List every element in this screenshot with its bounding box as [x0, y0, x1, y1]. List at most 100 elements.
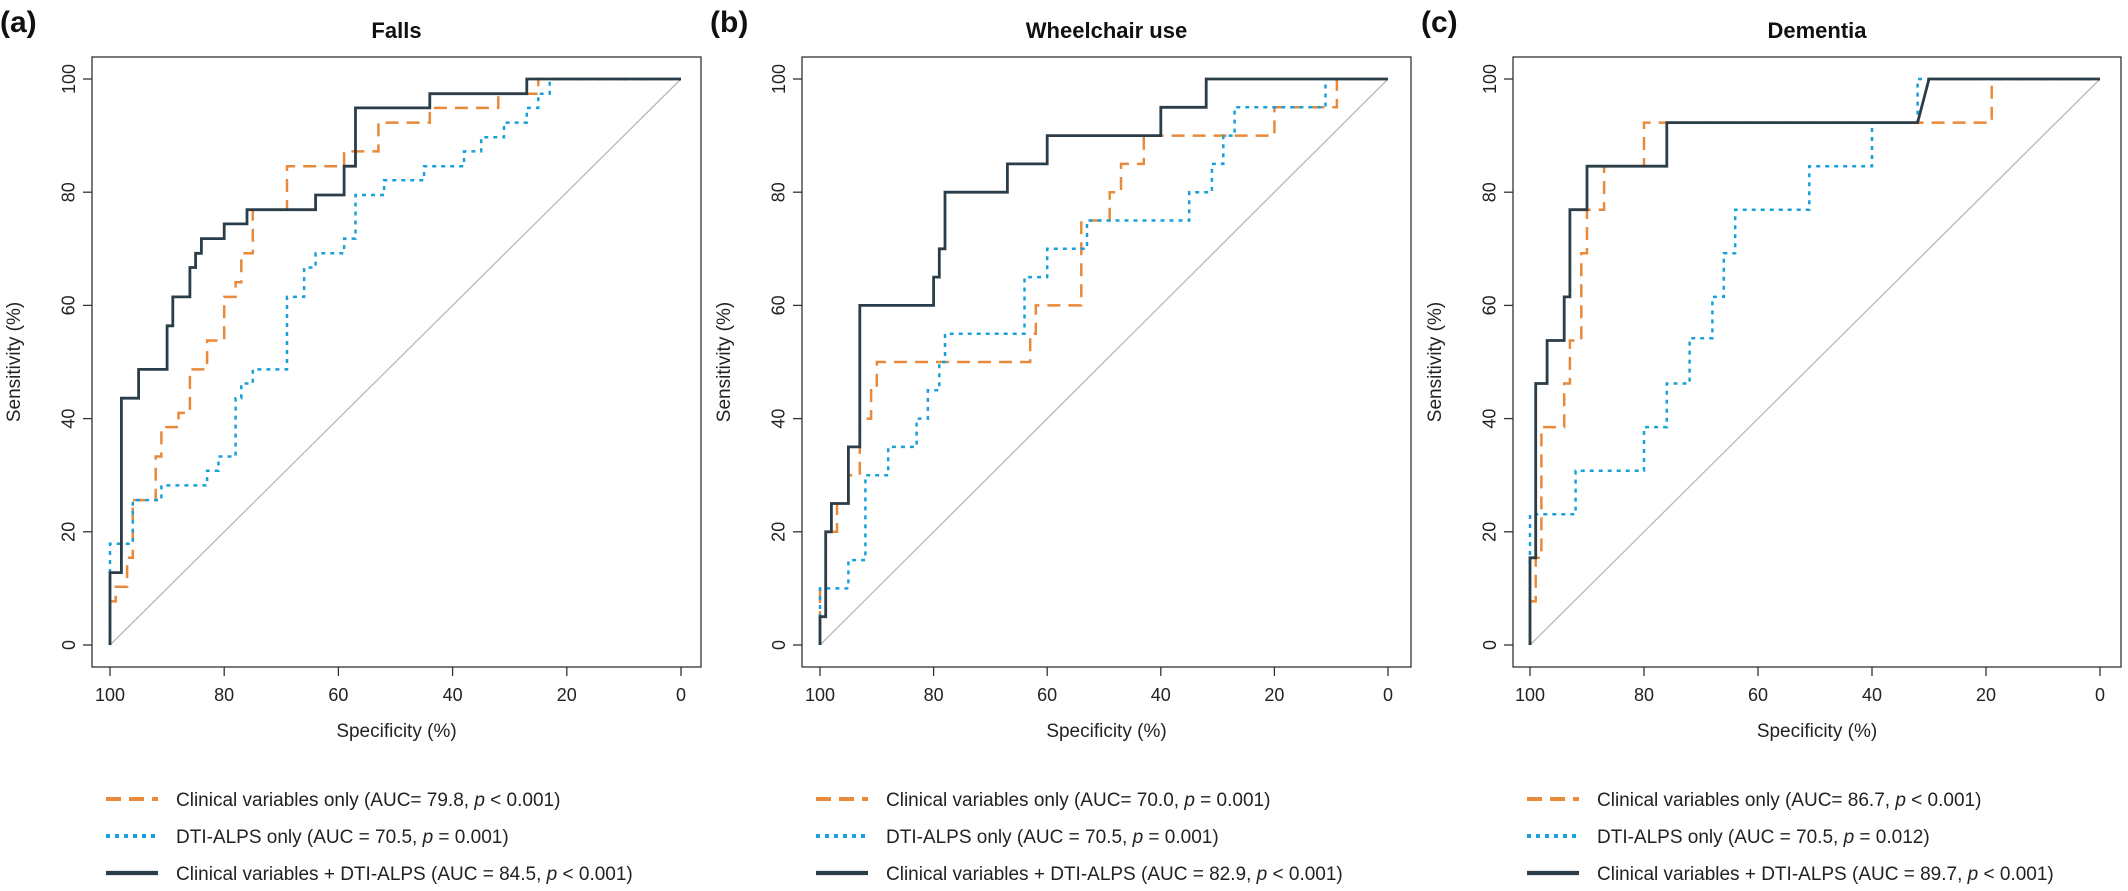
legend-p-symbol: p	[1132, 827, 1144, 848]
plot-frame	[801, 56, 1412, 668]
x-tick-label: 100	[805, 685, 835, 705]
panel-title: Dementia	[1767, 18, 1867, 43]
legend-entry: DTI-ALPS only (AUC = 70.5, p = 0.012)	[1597, 827, 1930, 848]
legend-text-prefix: Clinical variables + DTI-ALPS (AUC = 84.…	[176, 864, 547, 885]
x-tick-label: 60	[1748, 685, 1768, 705]
legend-p-symbol: p	[546, 864, 558, 885]
plot-frame	[91, 56, 702, 668]
legend-entry: Clinical variables + DTI-ALPS (AUC = 82.…	[886, 864, 1343, 885]
roc-curve-dotted	[108, 77, 681, 645]
legend-entry: Clinical variables + DTI-ALPS (AUC = 84.…	[176, 864, 633, 885]
panel-tag: (a)	[0, 6, 37, 39]
y-tick-label: 100	[769, 64, 789, 94]
legend-text-suffix: < 0.001)	[1906, 790, 1982, 811]
panel-title: Falls	[371, 18, 421, 43]
legend-entry: DTI-ALPS only (AUC = 70.5, p = 0.001)	[886, 827, 1219, 848]
plot-frame	[1512, 56, 2122, 668]
legend-entry: Clinical variables + DTI-ALPS (AUC = 89.…	[1597, 864, 2054, 885]
y-axis-label: Sensitivity (%)	[714, 302, 735, 422]
roc-curve-dotted	[818, 77, 1388, 645]
roc-curve-solid	[818, 77, 1388, 645]
y-tick-label: 0	[59, 640, 79, 650]
legend-text-suffix: < 0.001)	[1267, 864, 1343, 885]
y-tick-label: 40	[1480, 409, 1500, 429]
legend-text-prefix: DTI-ALPS only (AUC = 70.5,	[1597, 827, 1844, 848]
legend-text-suffix: = 0.001)	[433, 827, 509, 848]
legend-p-symbol: p	[473, 790, 485, 811]
panel-tag: (c)	[1421, 6, 1458, 39]
reference-diagonal	[109, 78, 682, 646]
y-tick-label: 80	[1480, 182, 1500, 202]
x-tick-label: 100	[95, 685, 125, 705]
roc-curve-solid	[1528, 77, 2100, 645]
roc-curve-solid	[108, 77, 681, 645]
legend-entry: Clinical variables only (AUC= 70.0, p = …	[886, 790, 1270, 811]
x-tick-label: 40	[1862, 685, 1882, 705]
y-tick-label: 100	[59, 64, 79, 94]
legend-p-symbol: p	[1967, 864, 1979, 885]
legend-text-suffix: = 0.001)	[1195, 790, 1271, 811]
legend-text-suffix: < 0.001)	[1978, 864, 2054, 885]
x-axis-label: Specificity (%)	[1046, 721, 1166, 742]
legend-p-symbol: p	[1894, 790, 1906, 811]
legend-text-prefix: Clinical variables + DTI-ALPS (AUC = 89.…	[1597, 864, 1968, 885]
x-tick-label: 0	[2095, 685, 2105, 705]
roc-curve-dashed	[1528, 77, 2100, 645]
legend-text-suffix: = 0.001)	[1143, 827, 1219, 848]
legend-entry: Clinical variables only (AUC= 86.7, p < …	[1597, 790, 1981, 811]
legend-text-suffix: = 0.012)	[1854, 827, 1930, 848]
x-tick-label: 60	[1037, 685, 1057, 705]
legend-text-prefix: Clinical variables only (AUC= 70.0,	[886, 790, 1184, 811]
legend-text-prefix: Clinical variables only (AUC= 86.7,	[1597, 790, 1895, 811]
legend-entry: Clinical variables only (AUC= 79.8, p < …	[176, 790, 560, 811]
legend-text-suffix: < 0.001)	[485, 790, 561, 811]
y-tick-label: 20	[769, 522, 789, 542]
panel-wheelchair-use: (b) Wheelchair use 100 100 80 80 60 60 40 40 20 20 0…	[710, 6, 1412, 885]
legend-entry: DTI-ALPS only (AUC = 70.5, p = 0.001)	[176, 827, 509, 848]
y-tick-label: 0	[769, 640, 789, 650]
legend-text-suffix: < 0.001)	[557, 864, 633, 885]
panel-title: Wheelchair use	[1026, 18, 1187, 43]
legend-text-prefix: Clinical variables only (AUC= 79.8,	[176, 790, 474, 811]
y-tick-label: 80	[769, 182, 789, 202]
x-tick-label: 0	[676, 685, 686, 705]
x-tick-label: 20	[1264, 685, 1284, 705]
y-tick-label: 80	[59, 182, 79, 202]
y-axis-label: Sensitivity (%)	[4, 302, 25, 422]
y-tick-label: 100	[1480, 64, 1500, 94]
legend-p-symbol: p	[1843, 827, 1855, 848]
legend-text-prefix: DTI-ALPS only (AUC = 70.5,	[176, 827, 423, 848]
legend-text-prefix: DTI-ALPS only (AUC = 70.5,	[886, 827, 1133, 848]
legend-p-symbol: p	[422, 827, 434, 848]
x-tick-label: 80	[214, 685, 234, 705]
x-tick-label: 60	[328, 685, 348, 705]
y-axis-label: Sensitivity (%)	[1425, 302, 1446, 422]
y-tick-label: 20	[59, 522, 79, 542]
x-tick-label: 100	[1515, 685, 1545, 705]
y-tick-label: 60	[59, 295, 79, 315]
y-tick-label: 20	[1480, 522, 1500, 542]
y-tick-label: 60	[769, 295, 789, 315]
x-tick-label: 80	[924, 685, 944, 705]
x-tick-label: 20	[1976, 685, 1996, 705]
x-tick-label: 40	[1151, 685, 1171, 705]
legend-p-symbol: p	[1256, 864, 1268, 885]
x-axis-label: Specificity (%)	[1757, 721, 1877, 742]
legend-p-symbol: p	[1183, 790, 1195, 811]
reference-diagonal	[819, 78, 1389, 646]
reference-diagonal	[1529, 78, 2101, 646]
legend-text-prefix: Clinical variables + DTI-ALPS (AUC = 82.…	[886, 864, 1257, 885]
y-tick-label: 40	[769, 409, 789, 429]
y-tick-label: 40	[59, 409, 79, 429]
x-tick-label: 0	[1383, 685, 1393, 705]
panel-dementia: (c) Dementia 100 100 80 80 60 60 40 40 20 20 0 0 Speci…	[1421, 6, 2122, 885]
x-tick-label: 80	[1634, 685, 1654, 705]
panel-falls: (a) Falls 100 100 80 80 60 60 40 40 20 20 0 0 Specific…	[0, 6, 702, 885]
x-axis-label: Specificity (%)	[336, 721, 456, 742]
x-tick-label: 20	[557, 685, 577, 705]
panel-tag: (b)	[710, 6, 748, 39]
y-tick-label: 60	[1480, 295, 1500, 315]
y-tick-label: 0	[1480, 640, 1500, 650]
x-tick-label: 40	[443, 685, 463, 705]
